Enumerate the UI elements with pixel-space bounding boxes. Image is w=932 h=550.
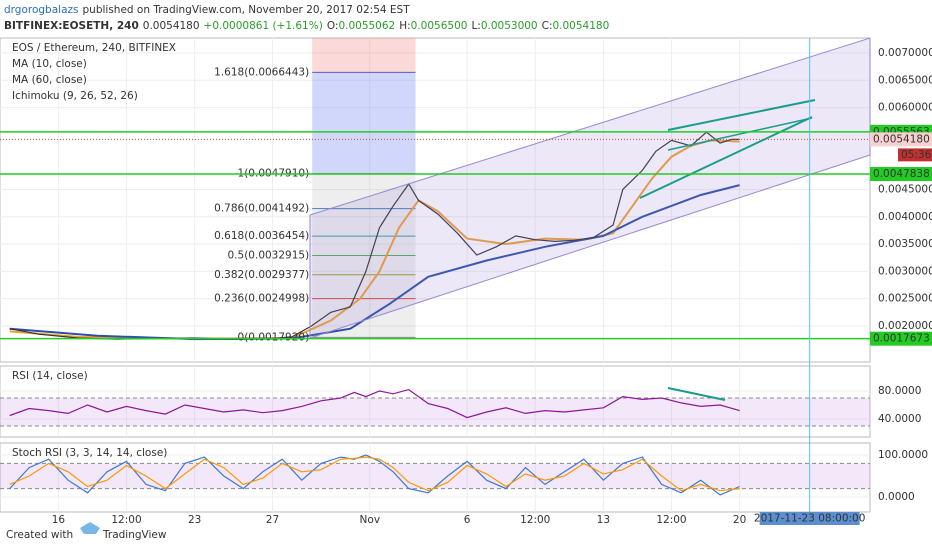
rsi-divergence-line — [667, 387, 726, 401]
y-tick-label: 0.0035000 — [878, 238, 932, 250]
channel — [309, 37, 871, 339]
y-tick-label: 0.0020000 — [878, 320, 932, 332]
fib-label: 0.786(0.0041492) — [214, 203, 309, 215]
symbol: BITFINEX:EOSETH, 240 — [4, 20, 139, 32]
y-tick-label: 0.0060000 — [878, 102, 932, 114]
series-line — [9, 456, 740, 492]
change: +0.0000861 (+1.61%) — [204, 20, 323, 32]
fib-label: 0(0.0017920) — [238, 331, 310, 343]
last: 0.0054180 — [143, 20, 200, 32]
title: RSI (14, close) — [12, 370, 88, 382]
y-tick-label: 0.0040000 — [878, 211, 932, 223]
y-tick-label: 40.0000 — [878, 413, 921, 425]
open: 0.0055062 — [338, 20, 395, 32]
level-label: 0.0047838 — [873, 168, 930, 180]
x-tick-label: 6 — [464, 514, 471, 526]
y-tick-label: 0.0025000 — [878, 293, 932, 305]
fib-label: 0.5(0.0032915) — [228, 249, 310, 261]
fib-label: 0.236(0.0024998) — [214, 293, 309, 305]
legend-entry: MA (60, close) — [12, 74, 87, 86]
overlays: 1.618(0.0066443)1(0.0047910)0.786(0.0041… — [0, 38, 932, 525]
x-tick-label: 12:00 — [520, 514, 550, 526]
countdown: 05:36 — [901, 149, 932, 161]
legend-entry: Ichimoku (9, 26, 52, 26) — [12, 90, 138, 102]
x-tick-label: 27 — [266, 514, 279, 526]
open-label: O: — [327, 20, 339, 32]
title: EOS / Ethereum, 240, BITFINEX — [12, 42, 176, 54]
trend-line — [639, 116, 813, 199]
y-tick-label: 0.0070000 — [878, 47, 932, 59]
legend-entry: MA (10, close) — [12, 58, 87, 70]
panels: 0.0020000 0.0025000 0.0030000 0.0035000 0.00… — [0, 37, 932, 526]
y-tick-label: 80.0000 — [878, 385, 921, 397]
x-tick-label: 20 — [733, 514, 746, 526]
brand-logo — [80, 522, 100, 534]
x-tick-label: 13 — [597, 514, 610, 526]
level-label-box — [870, 166, 932, 181]
author[interactable]: drgorogbalazs — [4, 4, 79, 16]
brand[interactable]: TradingView — [102, 529, 167, 541]
trend-line — [667, 99, 816, 131]
series-line — [9, 388, 740, 419]
y-tick-label: 0.0065000 — [878, 74, 932, 86]
fib-zone — [312, 38, 416, 73]
quote-line: BITFINEX:EOSETH, 240 0.0054180 +0.0000861 … — [4, 20, 609, 32]
cursor-label: 2017-11-23 08:00:00 — [754, 513, 866, 525]
high-label: H: — [399, 20, 410, 32]
last-price-label: 0.0054180 — [873, 133, 930, 145]
x-tick-label: 12:00 — [111, 514, 141, 526]
y-tick-label: 0.0030000 — [878, 265, 932, 277]
low: 0.0053000 — [481, 20, 538, 32]
y-tick-label: 0.0000 — [878, 491, 915, 503]
title: Stoch RSI (3, 3, 14, 14, close) — [12, 447, 167, 459]
fib-label: 0.382(0.0029377) — [214, 269, 309, 281]
x-tick-label: 16 — [52, 514, 66, 526]
x-tick-label: Nov — [360, 514, 381, 526]
trend-line — [667, 117, 813, 151]
x-tick-label: 12:00 — [656, 514, 686, 526]
countdown-box — [898, 148, 932, 162]
low-label: L: — [471, 20, 480, 32]
level-label: 0.0017673 — [873, 333, 930, 345]
high: 0.0056500 — [411, 20, 468, 32]
y-tick-label: 0.0045000 — [878, 183, 932, 195]
x-tick-label: 23 — [188, 514, 201, 526]
created-with: Created with — [6, 529, 73, 541]
fib-label: 1.618(0.0066443) — [214, 66, 309, 78]
published: published on TradingView.com, November 2… — [83, 4, 411, 16]
panel-border — [0, 442, 871, 513]
panel-border — [0, 37, 871, 363]
cursor-label-box — [759, 512, 860, 525]
fib-zone — [312, 72, 416, 174]
close-label: C: — [542, 20, 553, 32]
band — [0, 397, 870, 427]
level-label-box — [870, 331, 932, 346]
header-line: drgorogbalazs published on TradingView.co… — [4, 4, 410, 16]
y-tick-label: 100.0000 — [878, 449, 928, 461]
last-price-box — [870, 132, 932, 147]
close: 0.0054180 — [552, 20, 609, 32]
panel-border — [0, 365, 871, 438]
fib-label: 0.618(0.0036454) — [214, 230, 309, 242]
